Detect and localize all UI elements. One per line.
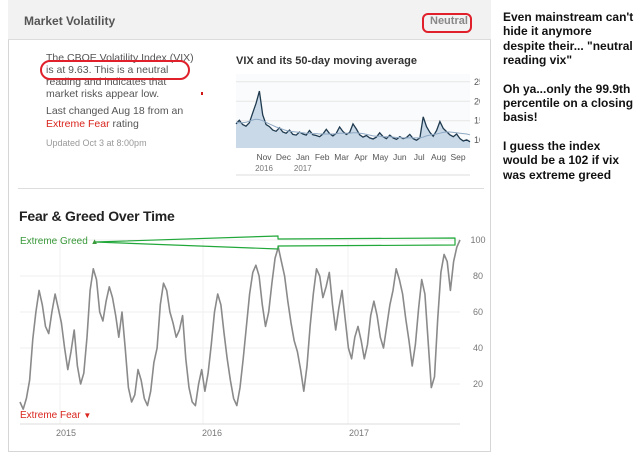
- last-changed-suffix: rating: [112, 118, 139, 130]
- annotation-paragraph-1: Even mainstream can't hide it anymore de…: [503, 10, 634, 68]
- annotation-paragraph-2: Oh ya...only the 99.9th percentile on a …: [503, 81, 634, 125]
- vix-x-tick-label: Jul: [414, 152, 425, 162]
- caret-up-icon: ▲: [90, 237, 99, 246]
- vix-x-tick-label: Nov: [256, 152, 272, 162]
- fg-x-tick-label: 2016: [202, 428, 222, 438]
- vix-x-tick-label: Apr: [354, 152, 367, 162]
- vix-y-tick-label: 20: [474, 96, 480, 106]
- fg-y-tick-label: 100: [470, 235, 485, 245]
- annotation-paragraph-3: I guess the index would be a 102 if vix …: [503, 138, 620, 182]
- fg-y-tick-label: 80: [473, 271, 483, 281]
- caret-down-icon: ▼: [83, 411, 92, 420]
- extreme-greed-legend: Extreme Greed ▲: [20, 236, 99, 247]
- extreme-greed-label: Extreme Greed: [20, 236, 88, 247]
- extreme-fear-label: Extreme Fear: [20, 410, 81, 421]
- vix-line: [235, 90, 471, 143]
- neutral-badge: Neutral: [430, 15, 468, 27]
- market-volatility-header: [8, 0, 491, 40]
- vix-x-year-label: 2016: [255, 164, 273, 173]
- vix-x-tick-label: Dec: [276, 152, 292, 162]
- vix-x-year-label: 2017: [294, 164, 312, 173]
- neutral-highlight-box: [422, 13, 472, 33]
- fg-y-tick-label: 60: [473, 307, 483, 317]
- vix-moving-average-line: [235, 118, 471, 139]
- red-mark: [201, 92, 203, 95]
- updated-timestamp: Updated Oct 3 at 8:00pm: [46, 138, 147, 148]
- vix-reading-highlight-oval: [40, 60, 190, 80]
- vix-x-tick-label: May: [372, 152, 389, 162]
- vix-y-tick-label: 25: [474, 77, 480, 87]
- vix-y-tick-label: 15: [474, 116, 480, 126]
- last-changed-prefix: Last changed Aug 18 from an: [46, 105, 184, 117]
- fg-line: [19, 239, 461, 410]
- fg-y-tick-label: 20: [473, 379, 483, 389]
- extreme-fear-rating-link[interactable]: Extreme Fear: [46, 118, 110, 130]
- fg-x-tick-label: 2017: [349, 428, 369, 438]
- market-volatility-title: Market Volatility: [24, 14, 116, 28]
- vix-chart-title: VIX and its 50-day moving average: [236, 55, 417, 67]
- extreme-fear-legend: Extreme Fear ▼: [20, 410, 91, 421]
- vix-x-tick-label: Aug: [431, 152, 446, 162]
- vix-x-tick-label: Jan: [296, 152, 310, 162]
- fg-y-tick-label: 40: [473, 343, 483, 353]
- section-divider: [18, 188, 484, 189]
- green-arrow-annotation: [94, 235, 456, 250]
- vix-x-tick-label: Mar: [334, 152, 349, 162]
- last-changed: Last changed Aug 18 from an Extreme Fear…: [46, 105, 196, 131]
- vix-x-tick-label: Feb: [315, 152, 330, 162]
- vix-x-tick-label: Sep: [450, 152, 465, 162]
- fear-greed-chart: 100 80 60 40 20 2015 2016 2017: [19, 235, 486, 438]
- fear-greed-title: Fear & Greed Over Time: [19, 208, 175, 224]
- vix-x-tick-label: Jun: [393, 152, 407, 162]
- vix-y-tick-label: 10: [474, 135, 480, 145]
- annotation-note: Even mainstream can't hide it anymore de…: [503, 10, 635, 196]
- fg-x-tick-label: 2015: [56, 428, 76, 438]
